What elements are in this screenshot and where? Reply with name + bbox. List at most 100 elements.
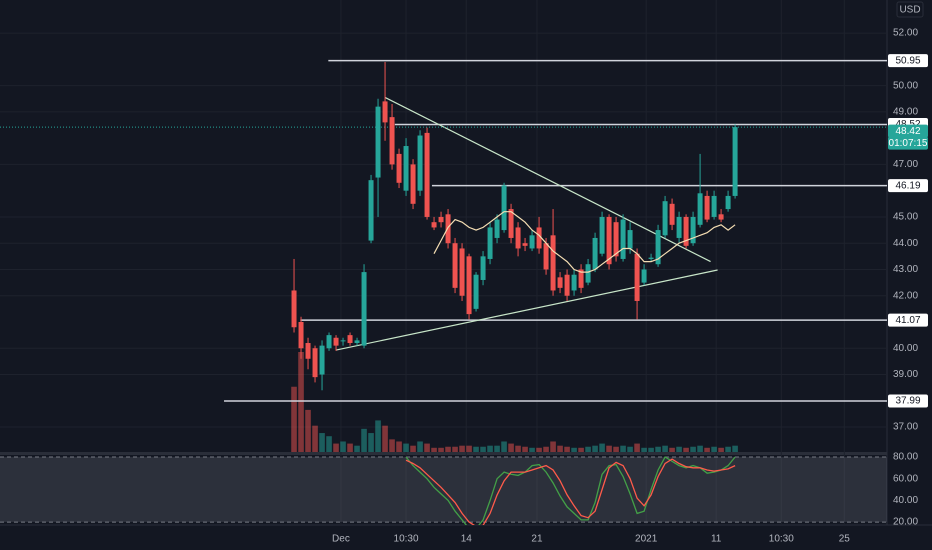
volume-bar bbox=[354, 445, 360, 452]
price-label: 41.07 bbox=[895, 315, 920, 326]
volume-bar bbox=[466, 445, 472, 452]
volume-bar bbox=[585, 446, 591, 452]
candle-body bbox=[613, 222, 619, 257]
volume-bar bbox=[438, 447, 444, 452]
volume-bar bbox=[291, 386, 297, 452]
volume-bar bbox=[368, 433, 374, 452]
candle-body bbox=[508, 209, 514, 238]
candle-body bbox=[480, 256, 486, 280]
volume-bar bbox=[431, 447, 437, 452]
volume-bar bbox=[571, 447, 577, 452]
volume-bar bbox=[382, 425, 388, 452]
volume-bar bbox=[515, 445, 521, 452]
volume-bar bbox=[508, 443, 514, 452]
candle-body bbox=[466, 256, 472, 315]
volume-bar bbox=[375, 420, 381, 452]
volume-bar bbox=[459, 445, 465, 452]
volume-bar bbox=[396, 441, 402, 452]
candle-body bbox=[515, 227, 521, 249]
oscillator-tick-label: 40.00 bbox=[893, 495, 918, 506]
volume-bar bbox=[732, 445, 738, 452]
price-label: 50.95 bbox=[895, 55, 920, 66]
volume-bar bbox=[326, 436, 332, 452]
volume-bar bbox=[613, 446, 619, 452]
candle-body bbox=[452, 243, 458, 288]
price-label: 48.42 bbox=[895, 126, 920, 137]
candle-body bbox=[683, 216, 689, 246]
candle-body bbox=[669, 203, 675, 225]
candle-body bbox=[543, 243, 549, 270]
volume-bar bbox=[312, 425, 318, 452]
oscillator-pane bbox=[0, 456, 887, 525]
candle-body bbox=[718, 214, 724, 220]
candle-body bbox=[319, 345, 325, 375]
price-label-box bbox=[888, 54, 928, 68]
volume-bar bbox=[683, 447, 689, 452]
candle-body bbox=[403, 146, 409, 191]
volume-bar bbox=[333, 443, 339, 452]
candle-body bbox=[599, 216, 605, 254]
volume-bar bbox=[522, 446, 528, 452]
volume-bar bbox=[627, 446, 633, 452]
x-tick-label: 21 bbox=[531, 534, 543, 545]
candle-body bbox=[620, 219, 626, 259]
candle-body bbox=[473, 274, 479, 309]
candle-body bbox=[648, 257, 654, 259]
volume-bar bbox=[487, 445, 493, 452]
volume-bar bbox=[452, 446, 458, 452]
volume-bar bbox=[557, 445, 563, 452]
candle-body bbox=[564, 274, 570, 296]
volume-bar bbox=[662, 445, 668, 452]
volume-bar bbox=[347, 443, 353, 452]
volume-bar bbox=[529, 447, 535, 452]
candle-body bbox=[557, 277, 563, 288]
candle-body bbox=[627, 230, 633, 249]
y-tick-label: 49.00 bbox=[893, 107, 918, 118]
candle-body bbox=[459, 248, 465, 296]
y-tick-label: 40.00 bbox=[893, 343, 918, 354]
candle-body bbox=[585, 264, 591, 283]
candle-body bbox=[704, 195, 710, 220]
y-tick-label: 45.00 bbox=[893, 212, 918, 223]
candle-body bbox=[438, 216, 444, 223]
y-tick-label: 50.00 bbox=[893, 80, 918, 91]
volume-bar bbox=[417, 441, 423, 452]
volume-bar bbox=[669, 447, 675, 452]
volume-bar bbox=[676, 446, 682, 452]
volume-bar bbox=[578, 447, 584, 452]
candle-body bbox=[410, 164, 416, 204]
volume-bar bbox=[550, 441, 556, 452]
candle-body bbox=[725, 195, 731, 210]
volume-bar bbox=[711, 446, 717, 452]
candle-body bbox=[340, 340, 346, 342]
candle-body bbox=[550, 235, 556, 291]
candle-body bbox=[396, 153, 402, 183]
moving-average bbox=[433, 211, 736, 273]
candle-body bbox=[487, 227, 493, 259]
price-label: 01:07:15 bbox=[889, 138, 928, 149]
y-tick-label: 44.00 bbox=[893, 238, 918, 249]
candle-body bbox=[697, 193, 703, 225]
x-tick-label: Dec bbox=[332, 534, 350, 545]
volume-bar bbox=[445, 446, 451, 452]
volume-bar bbox=[410, 445, 416, 452]
volume-bar bbox=[655, 446, 661, 452]
price-label-box bbox=[888, 124, 928, 138]
price-label-box bbox=[888, 136, 928, 150]
candle-body bbox=[732, 127, 738, 196]
volume-bar bbox=[319, 433, 325, 452]
price-label-box bbox=[888, 394, 928, 408]
volume-bar bbox=[599, 443, 605, 452]
candle-body bbox=[347, 335, 353, 344]
y-tick-label: 39.00 bbox=[893, 369, 918, 380]
x-tick-label: 10:30 bbox=[769, 534, 794, 545]
candle-body bbox=[641, 269, 647, 283]
currency-box[interactable] bbox=[896, 1, 924, 18]
candle-body bbox=[424, 132, 430, 217]
price-label: 37.99 bbox=[895, 396, 920, 407]
oscillator-tick-label: 60.00 bbox=[893, 473, 918, 484]
oscillator-tick-label: 80.00 bbox=[893, 452, 918, 463]
candle-body bbox=[354, 340, 360, 344]
volume-bar bbox=[641, 447, 647, 452]
